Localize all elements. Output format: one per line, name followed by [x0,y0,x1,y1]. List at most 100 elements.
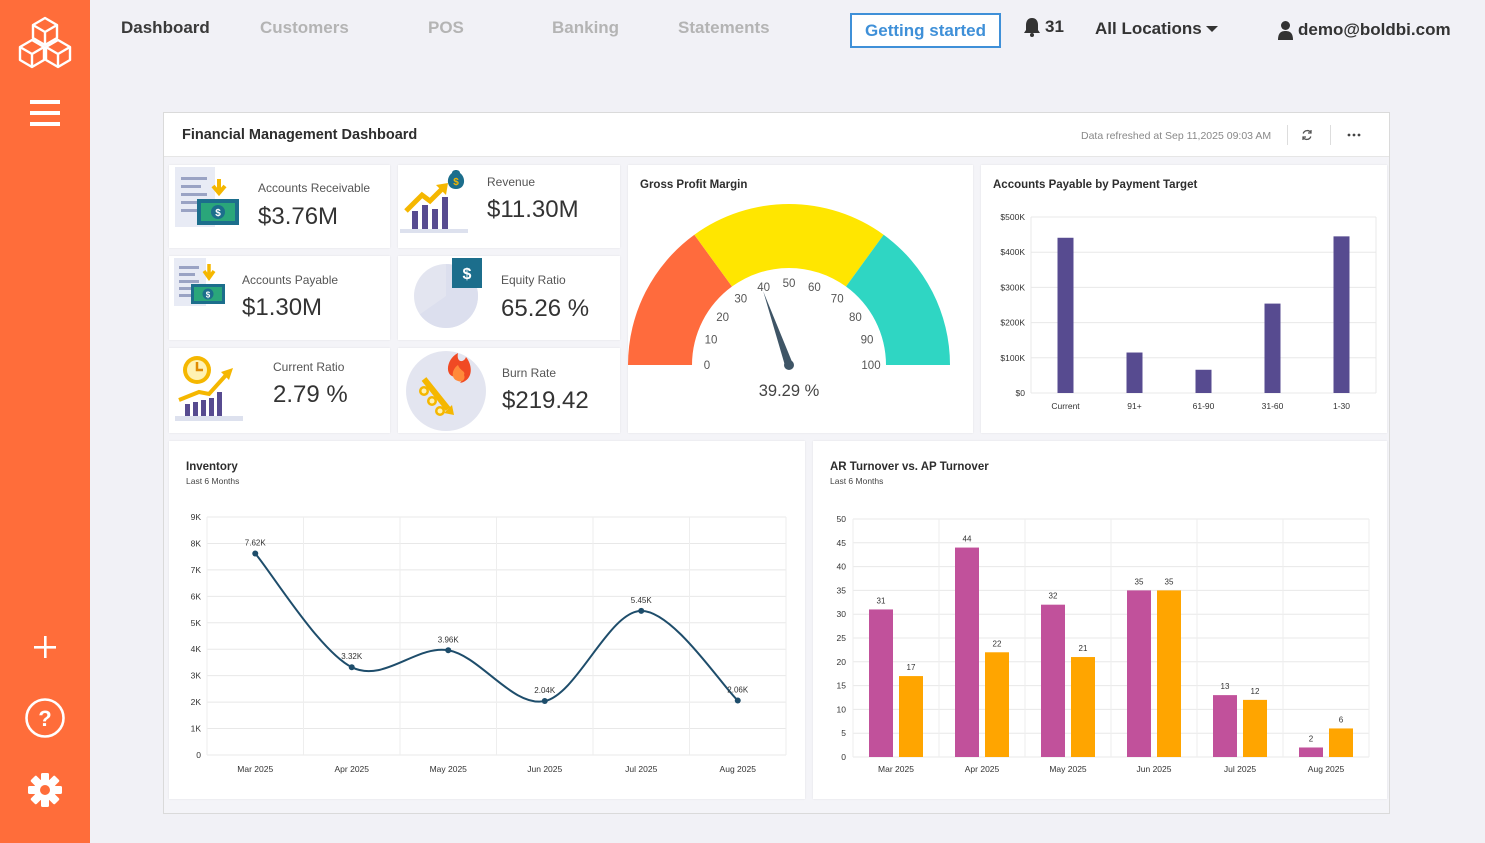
kpi-accounts-receivable[interactable]: $ Accounts Receivable $3.76M [169,165,390,248]
cubes-logo-icon[interactable] [0,14,90,78]
ar-ap-turnover-card[interactable]: AR Turnover vs. AP Turnover Last 6 Month… [813,441,1387,799]
dashboard-header: Financial Management Dashboard Data refr… [164,113,1389,157]
inventory-card[interactable]: Inventory Last 6 Months 0 1K 2K 3K 4K 5K 6K 7K 8… [169,441,805,799]
inventory-line [254,552,739,703]
bar[interactable] [1329,728,1353,757]
bar[interactable] [1157,590,1181,757]
data-point[interactable] [541,698,548,705]
kpi-revenue[interactable]: $ Revenue $11.30M [398,165,620,248]
tab-dashboard[interactable]: Dashboard [121,18,210,37]
gauge-value-label: 39.29 % [759,382,820,400]
y-tick-label: 20 [837,657,847,667]
sidebar: ? [0,0,90,843]
tab-customers[interactable]: Customers [260,18,349,37]
hamburger-menu-icon[interactable] [0,96,90,130]
x-tick-label: Apr 2025 [335,764,370,774]
bar[interactable] [1057,237,1074,393]
getting-started-button[interactable]: Getting started [850,13,1001,48]
bar[interactable] [1126,352,1143,393]
bar[interactable] [985,652,1009,757]
gauge-tick-label: 60 [808,282,821,294]
data-label: 31 [877,596,886,605]
header-divider [1287,125,1288,145]
data-point[interactable] [734,697,741,704]
bar[interactable] [899,676,923,757]
data-label: 6 [1339,715,1344,724]
y-tick-label: 8K [191,538,202,548]
location-dropdown[interactable]: All Locations [1095,19,1218,39]
kpi-value: 65.26 % [501,295,590,322]
gauge-chart: 0 10 20 30 40 50 60 70 80 90 100 39.29 % [628,204,950,400]
accounts-payable-by-target-card[interactable]: Accounts Payable by Payment Target $0 $10… [981,165,1387,433]
y-tick-label: 7K [191,565,202,575]
help-icon[interactable]: ? [0,696,90,740]
y-tick-label: 5 [841,728,846,738]
chart-title: AR Turnover vs. AP Turnover [830,461,989,473]
y-tick-label: $400K [1000,247,1025,257]
payable-document-icon: $ [174,258,225,306]
x-tick-label: Mar 2025 [878,764,914,774]
kpi-accounts-payable[interactable]: $ Accounts Payable $1.30M [169,256,390,340]
data-label: 44 [963,535,972,544]
tab-pos[interactable]: POS [428,18,464,37]
tab-statements[interactable]: Statements [678,18,770,37]
bar[interactable] [1127,590,1151,757]
gauge-tick-label: 70 [831,294,844,306]
gear-icon[interactable] [0,770,90,810]
bar[interactable] [1299,747,1323,757]
data-point[interactable] [348,664,355,671]
top-navigation: Dashboard Customers POS Banking Statemen… [90,0,1485,60]
bar[interactable] [1264,303,1281,393]
data-label: 3.96K [438,635,460,644]
data-label: 2.04K [534,686,556,695]
x-tick-label: Aug 2025 [1308,764,1345,774]
tab-banking[interactable]: Banking [552,18,620,37]
bar[interactable] [1071,657,1095,757]
data-point[interactable] [445,647,452,654]
kpi-burn-rate[interactable]: Burn Rate $219.42 [398,348,620,433]
bar[interactable] [1041,604,1065,757]
bar[interactable] [955,547,979,757]
bar[interactable] [1195,369,1212,393]
gross-profit-margin-card[interactable]: Gross Profit Margin 0 10 20 30 40 50 60 70 80 90 1… [628,165,973,433]
y-tick-label: 2K [191,697,202,707]
data-label: 3.32K [341,652,363,661]
refresh-icon[interactable] [1297,125,1317,145]
y-tick-label: 6K [191,591,202,601]
y-tick-label: $300K [1000,282,1025,292]
svg-text:$: $ [453,177,459,188]
x-tick-label: Current [1051,401,1080,411]
x-tick-label: Aug 2025 [720,764,757,774]
bar[interactable] [1333,236,1350,393]
gauge-tick-label: 30 [734,294,747,306]
user-menu[interactable]: demo@boldbi.com [1278,20,1451,40]
x-tick-label: Mar 2025 [237,764,273,774]
data-label: 21 [1079,644,1088,653]
chart-title: Gross Profit Margin [640,179,748,191]
kpi-current-ratio[interactable]: Current Ratio 2.79 % [169,348,390,433]
data-point[interactable] [252,550,259,557]
bar[interactable] [1243,699,1267,757]
y-tick-label: 50 [837,514,847,524]
data-label: 13 [1221,682,1230,691]
svg-text:?: ? [38,706,51,731]
gauge-tick-label: 10 [705,335,718,347]
bar[interactable] [1213,695,1237,757]
more-options-icon[interactable] [1344,125,1364,145]
data-label: 35 [1135,577,1144,586]
kpi-equity-ratio[interactable]: $ Equity Ratio 65.26 % [398,256,620,340]
kpi-label: Accounts Receivable [258,181,371,195]
ap-bar-chart: $0 $100K $200K $300K $400K $500K Current 91+ 61-… [1000,212,1377,411]
turnover-bar-chart: 0 5 10 15 20 25 30 35 40 45 50 31 17 Mar 2025 44 22 Apr … [837,514,1370,774]
plus-icon[interactable] [0,630,90,664]
data-point[interactable] [638,607,645,614]
data-label: 17 [907,663,916,672]
receivable-document-icon: $ [175,167,239,227]
y-tick-label: 25 [837,633,847,643]
chart-title: Accounts Payable by Payment Target [993,179,1198,191]
y-tick-label: 45 [837,538,847,548]
kpi-value: $1.30M [242,294,323,321]
user-email: demo@boldbi.com [1298,20,1451,39]
notifications-button[interactable]: 31 [1023,17,1064,37]
bar[interactable] [869,609,893,757]
